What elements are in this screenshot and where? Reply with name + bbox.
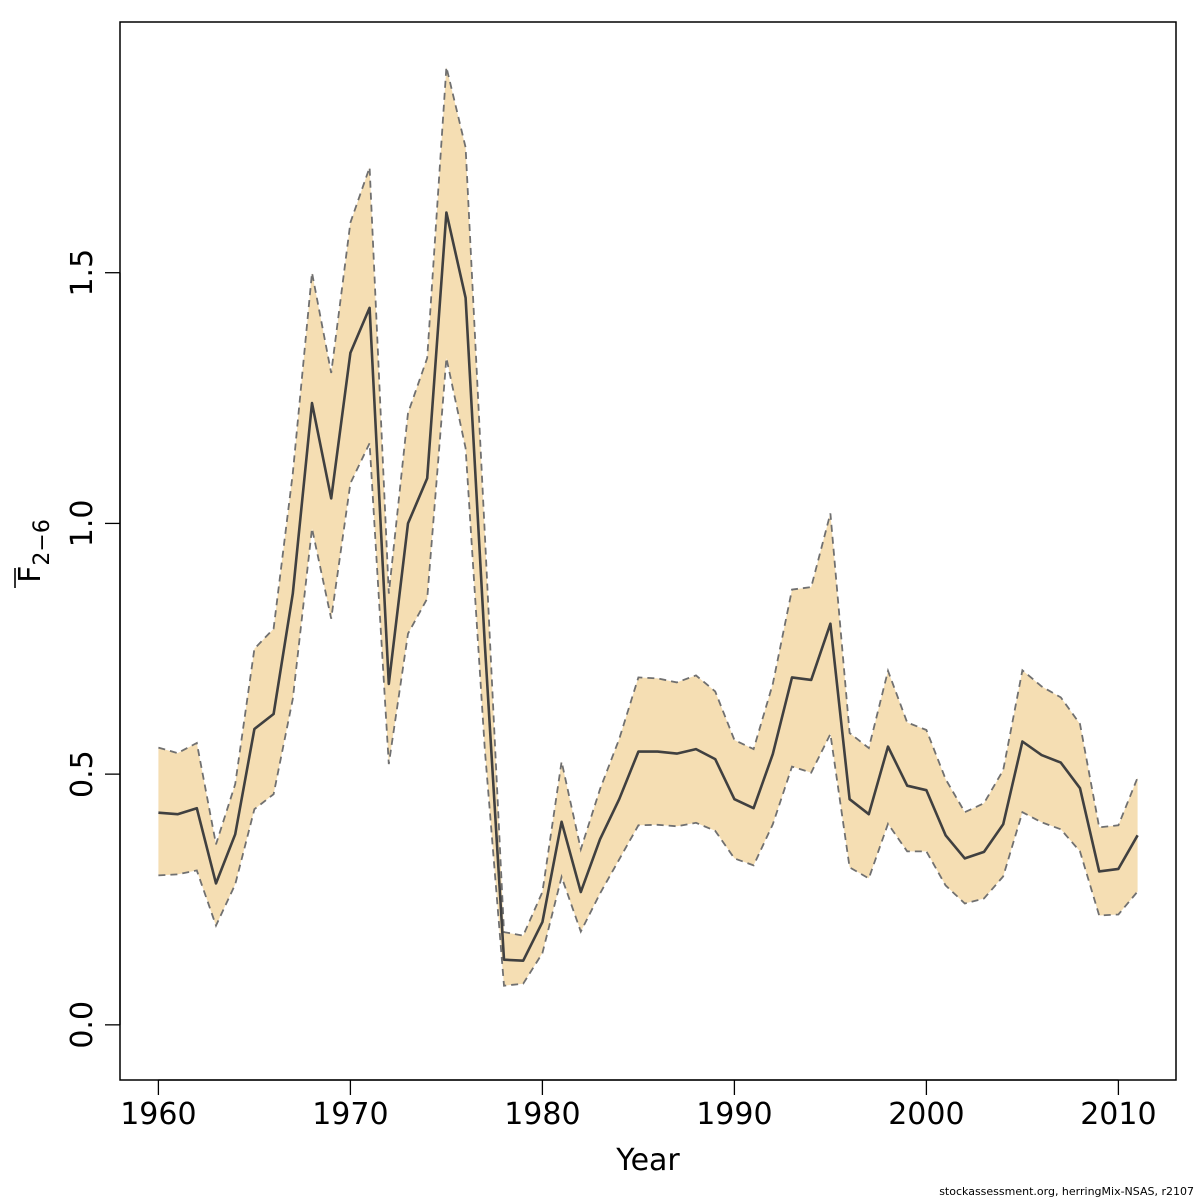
confidence-band-layer [158,66,1139,987]
x-tick-label: 1970 [312,1097,388,1132]
plot-frame [119,21,1177,1081]
upper-bound-line [158,66,1139,937]
y-axis: 0.0 0.5 1.0 1.5 [65,249,121,1049]
confidence-band [158,67,1138,986]
x-tick-label: 2010 [1080,1097,1156,1132]
y-axis-title-main: F [13,566,48,583]
x-axis: 1960 1970 1980 1990 2000 2010 [120,1079,1157,1132]
estimate-line-layer [158,211,1139,963]
x-tick-label: 1990 [696,1097,772,1132]
x-tick-label: 1960 [120,1097,196,1132]
x-tick-label: 1980 [504,1097,580,1132]
y-tick-label: 0.0 [65,1001,100,1049]
y-tick-label: 1.5 [65,249,100,297]
y-tick-label: 0.5 [65,750,100,798]
y-axis-title-subscript: 2−6 [30,519,55,565]
svg-text:F2−6: F2−6 [13,519,55,583]
y-axis-title: F2−6 [13,519,55,588]
x-axis-title: Year [615,1143,680,1178]
estimate-line [158,211,1139,963]
y-tick-label: 1.0 [65,500,100,548]
credit-text: stockassessment.org, herringMix-NSAS, r2… [939,1185,1194,1198]
x-tick-label: 2000 [888,1097,964,1132]
lower-bound-line [158,357,1139,987]
